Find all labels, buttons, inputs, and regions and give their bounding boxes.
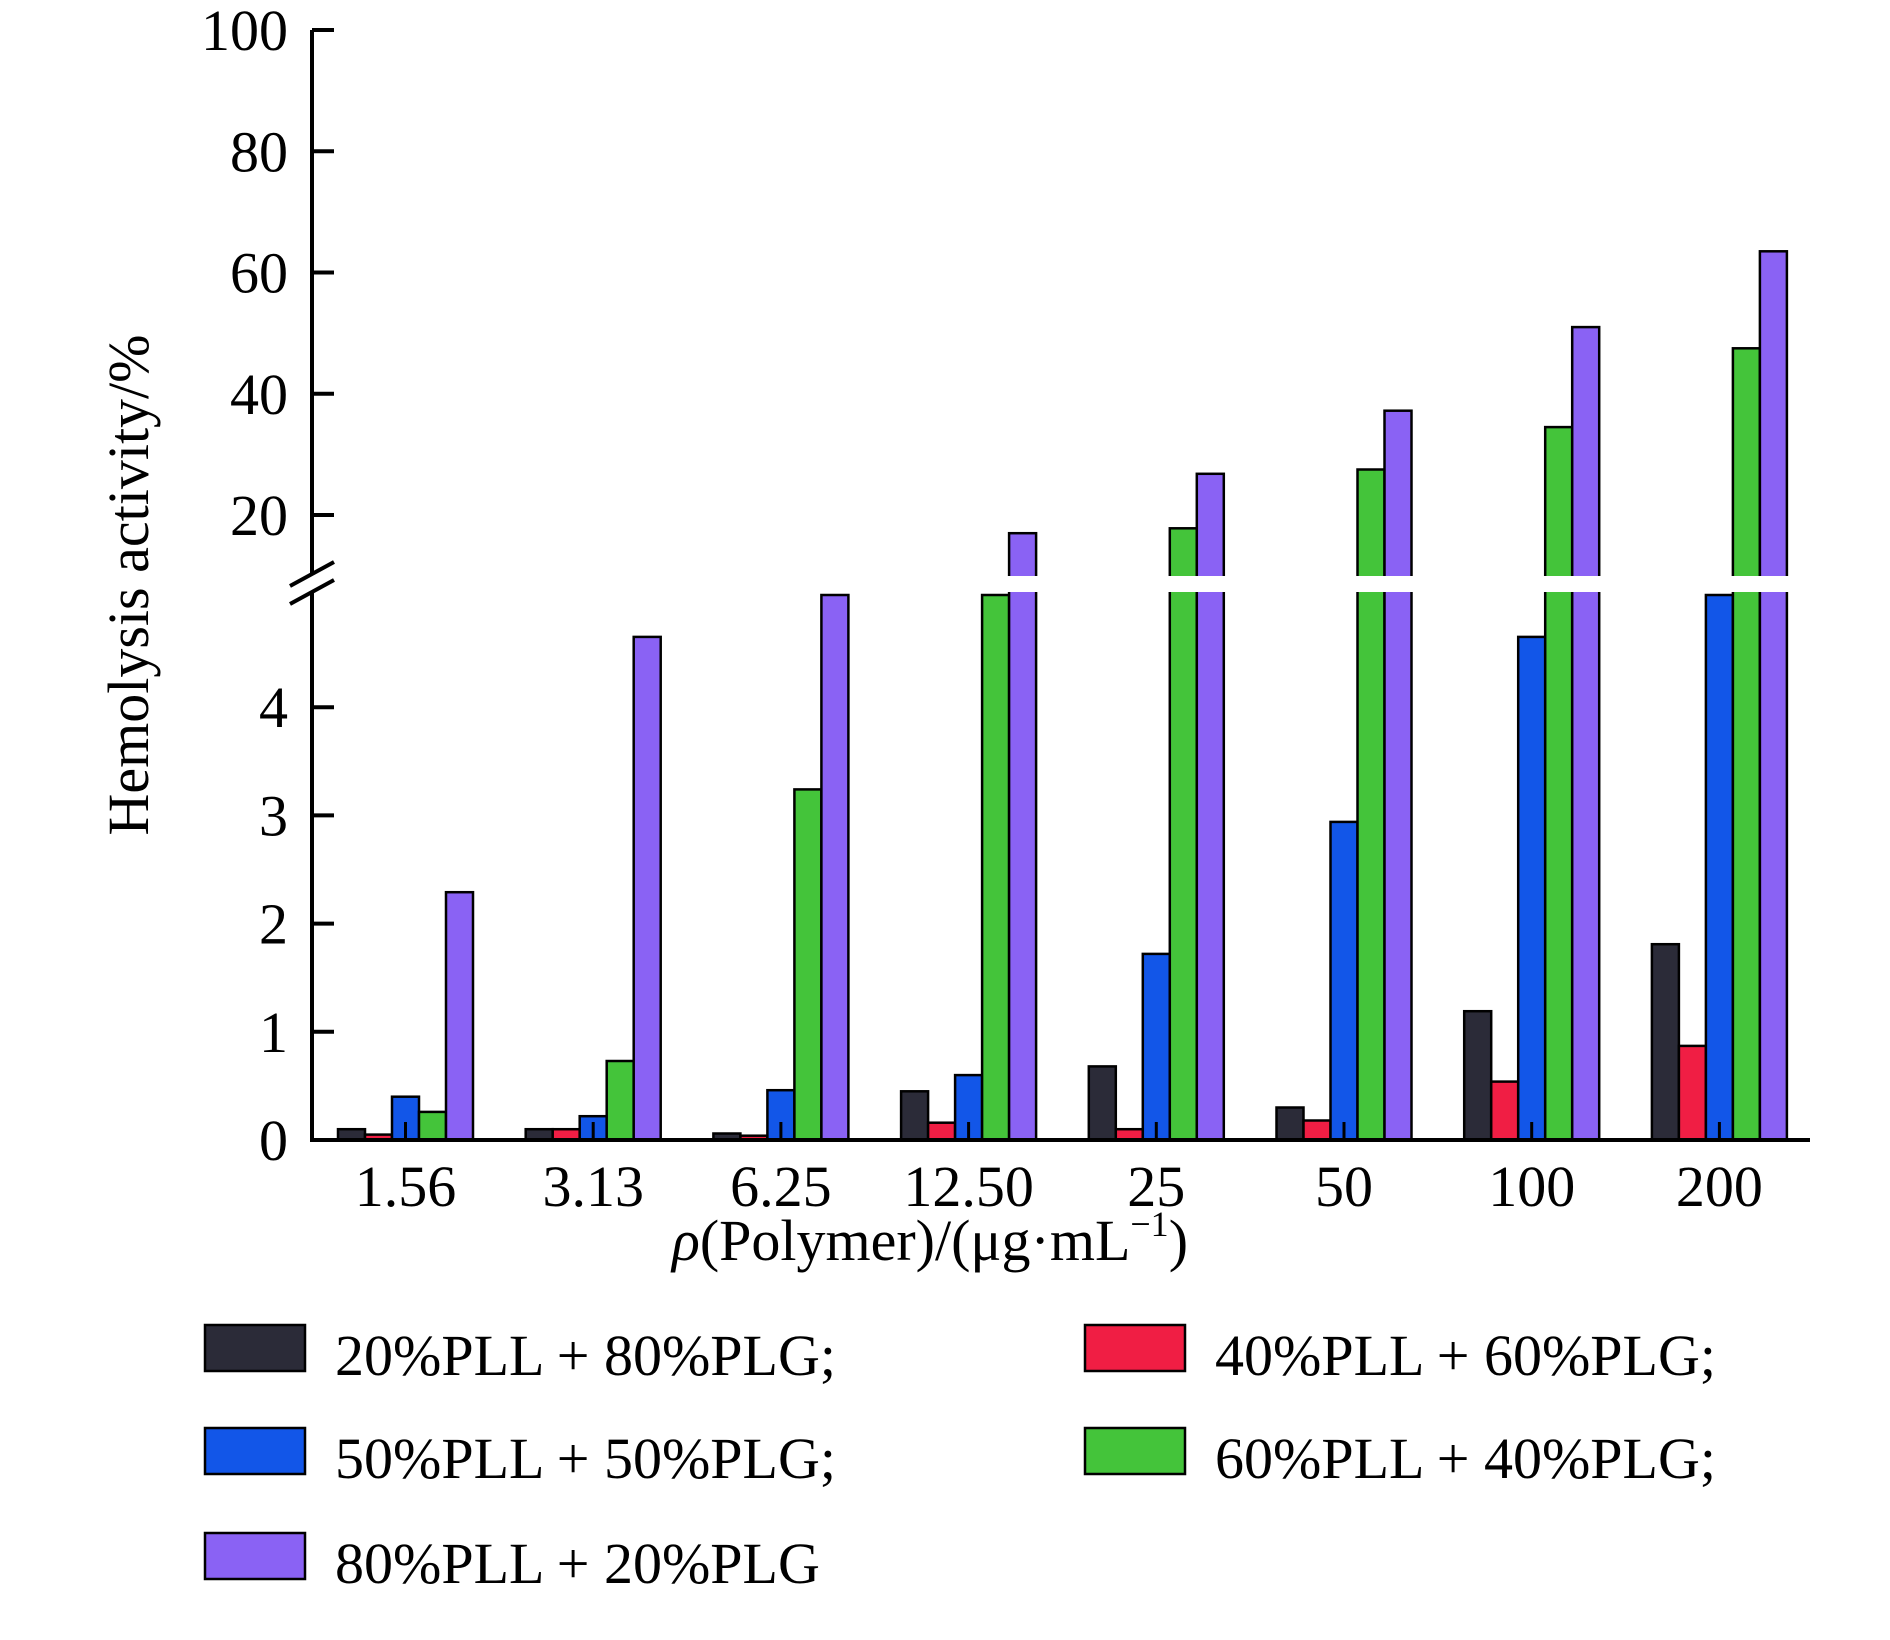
y-tick-label-lower-3: 3 [259,783,288,848]
y-tick-label-lower-4: 4 [259,675,288,740]
bar-1-12.50 [899,1090,930,1142]
bar-4-6.25 [793,788,823,1142]
inner-tick-marks [404,1122,1721,1140]
bar-3-50 [1329,820,1359,1142]
y-tick-label-upper-40: 40 [230,362,288,427]
x-tick-label-1.56: 1.56 [355,1154,457,1219]
bar-5-25 [1195,472,1226,1142]
legend-swatch-2 [1083,1323,1187,1373]
bar-3-25 [1141,952,1172,1142]
x-tick-label-100: 100 [1488,1154,1575,1219]
x-axis-title-symbol: ρ [670,1208,700,1273]
bar-4-1.56 [417,1110,448,1142]
bar-5-50 [1383,409,1413,1142]
bar-1-200 [1650,942,1681,1142]
bar-5-1.56 [444,890,475,1142]
bar-5-100 [1570,325,1601,1142]
x-tick-label-12.50: 12.50 [903,1154,1034,1219]
x-tick-label-200: 200 [1676,1154,1763,1219]
bar-1-100 [1462,1009,1493,1142]
y-tick-label-upper-20: 20 [230,483,288,548]
x-axis-title-exponent: −1 [1130,1204,1168,1244]
bar-5-12.50 [1007,531,1038,1142]
bar-3-200 [1704,593,1735,1142]
legend: 20%PLL + 80%PLG; 40%PLL + 60%PLG; 50%PLL +… [203,1323,1716,1596]
x-axis-title-main: (Polymer)/(μg·mL [700,1208,1131,1273]
y-axis-title: Hemolysis activity/% [96,335,161,836]
bar-1-50 [1275,1106,1305,1142]
bar-4-200 [1731,347,1762,1142]
y-ticks: 0 1 2 3 4 20 40 60 80 100 [201,0,334,1173]
bar-4-100 [1543,425,1574,1142]
axis-break-mark-top [289,560,335,588]
legend-label-4: 60%PLL + 40%PLG; [1215,1426,1716,1491]
legend-swatch-5 [203,1531,307,1581]
y-tick-label-lower-1: 1 [259,1000,288,1065]
legend-label-2: 40%PLL + 60%PLG; [1215,1323,1716,1388]
x-tick-label-3.13: 3.13 [542,1154,644,1219]
bar-2-50 [1302,1119,1332,1142]
legend-label-1: 20%PLL + 80%PLG; [335,1323,836,1388]
bar-5-200 [1758,250,1789,1142]
axis-break-gap [300,576,1820,592]
y-tick-label-upper-60: 60 [230,241,288,306]
bar-3-100 [1516,635,1547,1142]
x-tick-label-50: 50 [1315,1154,1373,1219]
bar-4-25 [1168,527,1199,1142]
bar-2-100 [1489,1080,1520,1142]
bar-5-6.25 [820,593,850,1142]
bar-1-25 [1087,1065,1118,1142]
axis-break-mark-bottom [289,578,335,606]
legend-swatch-1 [203,1323,307,1373]
bar-4-50 [1356,468,1386,1142]
x-axis-title-close: ) [1169,1208,1188,1273]
y-tick-label-upper-80: 80 [230,119,288,184]
bar-5-3.13 [632,635,662,1142]
bar-2-200 [1677,1044,1708,1142]
bar-2-12.50 [926,1121,957,1142]
x-tick-label-25: 25 [1127,1154,1185,1219]
x-tick-labels: 1.56 3.13 6.25 12.50 25 50 100 200 [355,1154,1763,1219]
y-tick-label-upper-100: 100 [201,0,288,63]
y-tick-label-lower-0: 0 [259,1108,288,1173]
x-tick-label-6.25: 6.25 [730,1154,832,1219]
legend-label-3: 50%PLL + 50%PLG; [335,1426,836,1491]
bar-4-12.50 [980,593,1011,1142]
y-tick-label-lower-2: 2 [259,892,288,957]
legend-swatch-3 [203,1426,307,1476]
x-axis-title: ρ(Polymer)/(μg·mL−1) [670,1204,1188,1273]
legend-label-5: 80%PLL + 20%PLG [335,1531,820,1596]
legend-swatch-4 [1083,1426,1187,1476]
bar-4-3.13 [605,1059,635,1142]
bars-layer [336,250,1789,1142]
